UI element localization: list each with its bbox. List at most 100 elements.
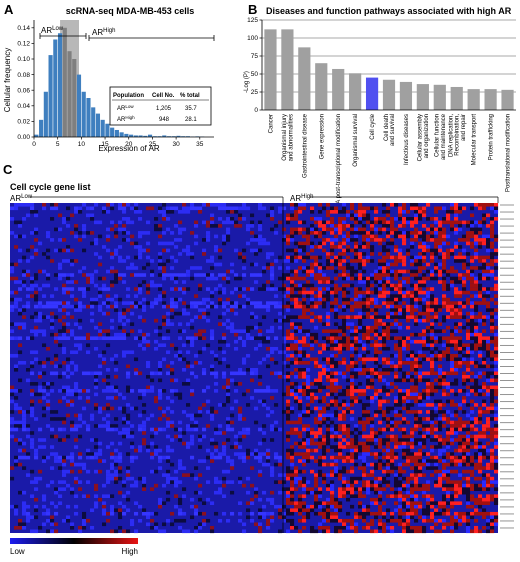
heatmap-cell xyxy=(398,494,402,498)
heatmap-cell xyxy=(366,512,370,516)
heatmap-cell xyxy=(462,435,466,439)
heatmap-cell xyxy=(358,354,362,358)
heatmap-cell xyxy=(338,487,342,491)
heatmap-cell xyxy=(418,442,422,446)
heatmap-cell xyxy=(390,382,394,386)
heatmap-cell xyxy=(370,424,374,428)
heatmap-cell xyxy=(262,403,266,407)
heatmap-cell xyxy=(342,270,346,274)
heatmap-cell xyxy=(318,389,322,393)
heatmap-cell xyxy=(454,322,458,326)
heatmap-cell xyxy=(346,452,350,456)
heatmap-cell xyxy=(354,336,358,340)
heatmap-cell xyxy=(410,508,414,512)
heatmap-cell xyxy=(342,228,346,232)
heatmap-cell xyxy=(222,484,226,488)
heatmap-cell xyxy=(234,207,238,211)
heatmap-cell xyxy=(354,315,358,319)
heatmap-cell xyxy=(470,329,474,333)
heatmap-cell xyxy=(474,484,478,488)
heatmap-cell xyxy=(90,305,94,309)
heatmap-cell xyxy=(18,312,22,316)
heatmap-cell xyxy=(366,417,370,421)
heatmap-cell xyxy=(110,203,114,207)
heatmap-cell xyxy=(346,305,350,309)
heatmap-cell xyxy=(326,256,330,260)
heatmap-cell xyxy=(366,473,370,477)
heatmap-cell xyxy=(478,435,482,439)
heatmap-cell xyxy=(366,280,370,284)
heatmap-cell xyxy=(478,354,482,358)
heatmap-cell xyxy=(74,512,78,516)
heatmap-cell xyxy=(26,203,30,207)
heatmap-cell xyxy=(194,421,198,425)
heatmap-cell xyxy=(318,400,322,404)
heatmap-cell xyxy=(338,242,342,246)
heatmap-cell xyxy=(478,273,482,277)
heatmap-cell xyxy=(490,263,494,267)
heatmap-cell xyxy=(18,350,22,354)
heatmap-cell xyxy=(106,389,110,393)
heatmap-cell xyxy=(138,217,142,221)
heatmap-cell xyxy=(210,214,214,218)
heatmap-cell xyxy=(382,512,386,516)
heatmap-cell xyxy=(486,484,490,488)
heatmap-cell xyxy=(330,414,334,418)
heatmap-cell xyxy=(102,336,106,340)
heatmap-cell xyxy=(114,301,118,305)
heatmap-cell xyxy=(430,364,434,368)
heatmap-cell xyxy=(218,298,222,302)
heatmap-cell xyxy=(358,421,362,425)
heatmap-cell xyxy=(426,484,430,488)
heatmap-cell xyxy=(286,438,290,442)
heatmap-cell xyxy=(454,294,458,298)
heatmap-cell xyxy=(394,442,398,446)
heatmap-cell xyxy=(86,277,90,281)
heatmap-cell xyxy=(258,221,262,225)
heatmap-cell xyxy=(334,277,338,281)
heatmap-cell xyxy=(426,494,430,498)
heatmap-cell xyxy=(410,375,414,379)
heatmap-cell xyxy=(402,343,406,347)
heatmap-cell xyxy=(430,382,434,386)
heatmap-cell xyxy=(366,284,370,288)
heatmap-cell xyxy=(482,512,486,516)
heatmap-cell xyxy=(402,463,406,467)
heatmap-cell xyxy=(430,417,434,421)
heatmap-cell xyxy=(330,386,334,390)
heatmap-cell xyxy=(474,435,478,439)
heatmap-cell xyxy=(430,354,434,358)
heatmap-cell xyxy=(342,305,346,309)
heatmap-cell xyxy=(234,210,238,214)
heatmap-cell xyxy=(258,508,262,512)
heatmap-cell xyxy=(90,207,94,211)
heatmap-cell xyxy=(218,456,222,460)
heatmap-cell xyxy=(330,347,334,351)
heatmap-cell xyxy=(134,456,138,460)
heatmap-cell xyxy=(354,364,358,368)
heatmap-cell xyxy=(190,340,194,344)
heatmap-cell xyxy=(70,389,74,393)
heatmap-cell xyxy=(494,284,498,288)
heatmap-cell xyxy=(370,231,374,235)
heatmap-cell xyxy=(306,435,310,439)
heatmap-cell xyxy=(302,442,306,446)
heatmap-cell xyxy=(194,512,198,516)
heatmap-cell xyxy=(370,512,374,516)
heatmap-cell xyxy=(322,287,326,291)
heatmap-cell xyxy=(422,347,426,351)
heatmap-cell xyxy=(26,512,30,516)
heatmap-cell xyxy=(114,249,118,253)
heatmap-cell xyxy=(34,312,38,316)
heatmap-cell xyxy=(314,442,318,446)
heatmap-cell xyxy=(346,231,350,235)
heatmap-cell xyxy=(354,291,358,295)
heatmap-cell xyxy=(374,315,378,319)
heatmap-cell xyxy=(54,249,58,253)
heatmap-cell xyxy=(66,312,70,316)
heatmap-cell xyxy=(346,284,350,288)
pathway-bar xyxy=(332,69,344,110)
heatmap-cell xyxy=(66,322,70,326)
heatmap-cell xyxy=(202,459,206,463)
heatmap-cell xyxy=(478,414,482,418)
